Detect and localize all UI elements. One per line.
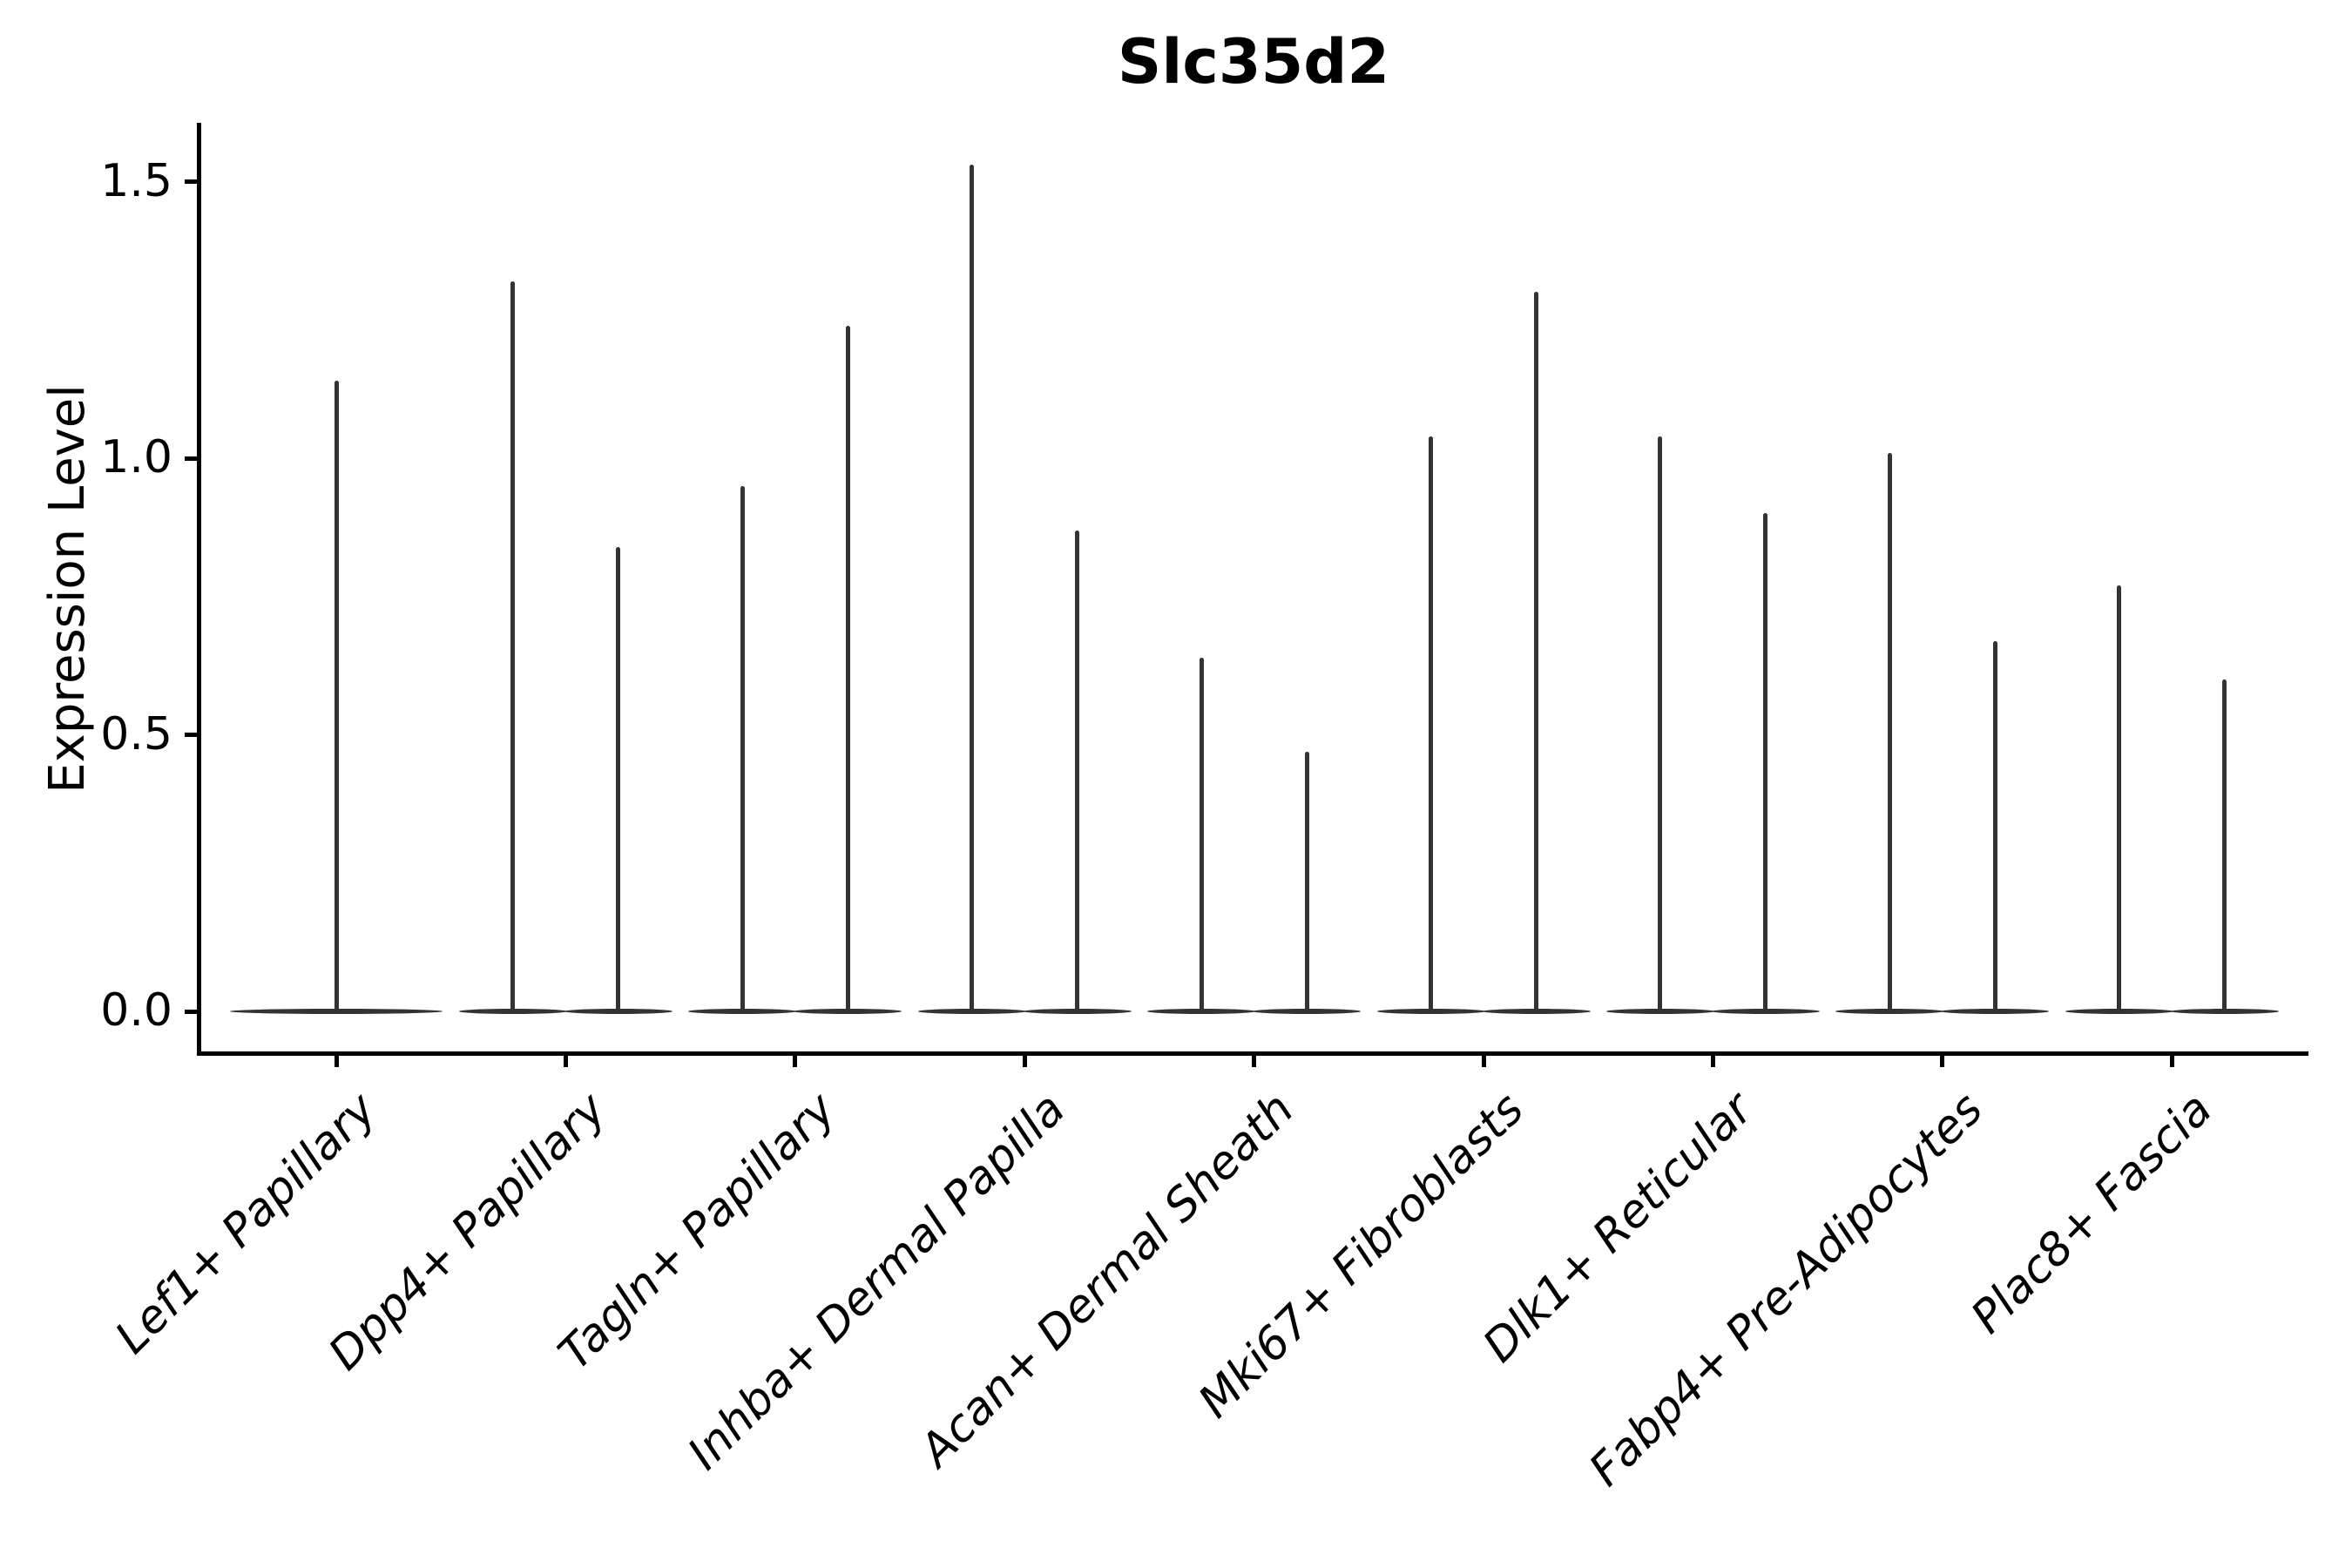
x-tick (1252, 1053, 1257, 1067)
violin-spike (1429, 436, 1433, 1011)
violin-spike (1887, 453, 1892, 1011)
x-tick-label: Fabp4+ Pre-Adipocytes (1578, 1083, 1993, 1497)
violin-base (1941, 1009, 2050, 1014)
violin-base (564, 1009, 672, 1014)
x-tick-label: Plac8+ Fascia (1961, 1083, 2222, 1344)
violin-base (1376, 1009, 1485, 1014)
y-tick-label: 1.0 (100, 430, 172, 483)
violin-spike (334, 381, 339, 1011)
violin-spike (2117, 585, 2122, 1011)
x-tick-label: Acan+ Dermal Sheath (910, 1083, 1305, 1477)
violin-base (1482, 1009, 1591, 1014)
violin-base (1605, 1009, 1714, 1014)
violin-spike (1075, 531, 1080, 1011)
violin-spike (845, 326, 850, 1011)
violin-spike (1199, 658, 1204, 1011)
violin-spike (1534, 292, 1538, 1011)
violin-spike (2222, 679, 2227, 1011)
violin-base (1253, 1009, 1362, 1014)
y-tick (185, 1009, 199, 1014)
violin-base (1023, 1009, 1132, 1014)
x-tick (793, 1053, 798, 1067)
violin-base (917, 1009, 1026, 1014)
violin-spike (740, 486, 745, 1011)
x-tick (1710, 1053, 1715, 1067)
x-tick (1022, 1053, 1027, 1067)
violin-spike (1658, 436, 1663, 1011)
violin-spike (616, 547, 621, 1011)
x-tick (1940, 1053, 1945, 1067)
y-tick-label: 0.0 (100, 983, 172, 1037)
violin-spike (1992, 641, 1997, 1011)
violin-base (230, 1009, 443, 1014)
violin-base (1711, 1009, 1820, 1014)
x-tick-label: Inhba+ Dermal Papilla (678, 1083, 1075, 1481)
x-tick (563, 1053, 568, 1067)
x-tick (2169, 1053, 2174, 1067)
y-tick-label: 0.5 (100, 707, 172, 760)
violin-spike (1763, 513, 1768, 1011)
violin-spike (970, 165, 975, 1011)
violin-base (2065, 1009, 2173, 1014)
violin-base (1147, 1009, 1256, 1014)
y-axis-spine (197, 123, 201, 1056)
violin-spike (1304, 752, 1309, 1011)
violin-base (2170, 1009, 2279, 1014)
x-tick (1481, 1053, 1486, 1067)
violin-base (688, 1009, 797, 1014)
y-tick (185, 733, 199, 737)
violin-base (1835, 1009, 1944, 1014)
violin-base (458, 1009, 567, 1014)
chart-title: Slc35d2 (1117, 26, 1390, 98)
y-tick (185, 456, 199, 461)
x-tick (334, 1053, 339, 1067)
violin-spike (510, 281, 516, 1011)
violin-base (794, 1009, 902, 1014)
y-tick (185, 179, 199, 184)
y-tick-label: 1.5 (100, 154, 172, 207)
